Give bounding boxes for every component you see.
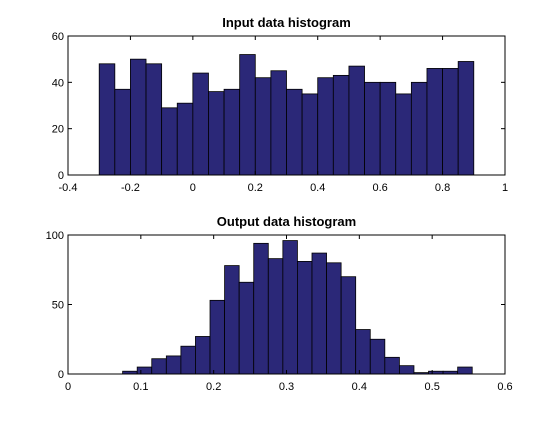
input-histogram-bar	[286, 88, 303, 176]
output-histogram-bar	[369, 338, 386, 375]
input-histogram-title: Input data histogram	[222, 15, 351, 30]
output-y-tick-label: 0	[58, 369, 64, 381]
input-x-tick-label: 0.6	[372, 182, 387, 194]
output-x-tick-label: 0.3	[279, 381, 294, 393]
input-y-tick-label: 60	[52, 31, 64, 43]
output-histogram-bar	[238, 281, 255, 375]
output-histogram-bar	[151, 358, 167, 375]
input-y-tick-label: 40	[52, 77, 64, 89]
output-histogram-axes: Output data histogram 0 0.1 0.2 0.3 0.4 0.5 0.6…	[46, 214, 513, 393]
output-histogram-bar	[165, 355, 182, 375]
output-histogram-bar	[384, 356, 400, 375]
output-histogram-bar	[136, 366, 153, 375]
output-histogram-title: Output data histogram	[217, 214, 356, 229]
input-histogram-bar	[98, 63, 116, 176]
input-x-tick-label: 0.2	[248, 182, 263, 194]
output-histogram-bar	[326, 262, 342, 375]
output-histogram-bar	[267, 258, 284, 375]
output-x-tick-label: 0.6	[497, 381, 512, 393]
output-x-tick-label: 0.4	[352, 381, 367, 393]
input-x-tick-label: 0	[190, 182, 196, 194]
output-x-tick-label: 0.1	[133, 381, 148, 393]
input-histogram-bar	[410, 81, 428, 176]
output-x-tick-label: 0.5	[425, 381, 440, 393]
input-histogram-bar	[395, 93, 412, 176]
input-histogram-bar	[426, 68, 443, 176]
output-histogram-bar	[282, 240, 298, 375]
output-histogram-bar	[224, 265, 240, 375]
input-histogram-bar	[145, 63, 163, 176]
input-histogram-bar	[254, 77, 272, 176]
input-histogram-bar	[239, 54, 256, 176]
input-histogram-bar	[223, 88, 241, 176]
input-axes-frame	[67, 35, 506, 176]
output-histogram-bar	[355, 329, 371, 375]
input-x-tick-label: -0.4	[59, 182, 78, 194]
input-histogram-bar	[379, 81, 397, 176]
output-histogram-bar	[297, 261, 313, 375]
output-y-tick-label: 50	[52, 300, 64, 312]
input-histogram-axes: Input data histogram -0.4 -0.2 0 0.2 0.4 0.6 0.…	[52, 15, 508, 194]
input-histogram-bar	[114, 88, 131, 176]
input-histogram-bar	[270, 70, 287, 176]
output-histogram-bar	[209, 299, 225, 375]
input-histogram-bar	[317, 77, 334, 176]
output-histogram-bar	[457, 366, 473, 375]
output-histogram-bar	[195, 336, 211, 375]
input-y-tick-label: 0	[58, 170, 64, 182]
input-histogram-bar	[457, 61, 475, 176]
output-histogram-bar	[340, 276, 357, 375]
output-histogram-bar	[180, 345, 196, 375]
input-x-tick-label: 0.4	[310, 182, 325, 194]
input-histogram-bar	[176, 102, 194, 176]
input-histogram-bar	[130, 58, 147, 176]
input-histogram-bar	[192, 72, 209, 176]
input-x-tick-label: -0.2	[121, 182, 140, 194]
input-y-tick-label: 20	[52, 124, 64, 136]
input-x-tick-label: 0.8	[435, 182, 450, 194]
input-histogram-bar	[161, 107, 178, 176]
input-histogram-bar	[332, 74, 350, 176]
output-histogram-bar	[311, 252, 327, 375]
input-histogram-bar	[442, 68, 459, 176]
output-x-tick-label: 0.2	[206, 381, 221, 393]
input-histogram-bar	[364, 81, 381, 176]
input-histogram-bar	[301, 93, 319, 176]
output-histogram-bar	[253, 242, 269, 375]
input-x-tick-label: 1	[502, 182, 508, 194]
input-histogram-bar	[208, 91, 225, 176]
output-histogram-bar	[398, 365, 415, 375]
input-histogram-bar	[348, 65, 365, 176]
output-x-tick-label: 0	[65, 381, 71, 393]
output-y-tick-label: 100	[46, 230, 64, 242]
